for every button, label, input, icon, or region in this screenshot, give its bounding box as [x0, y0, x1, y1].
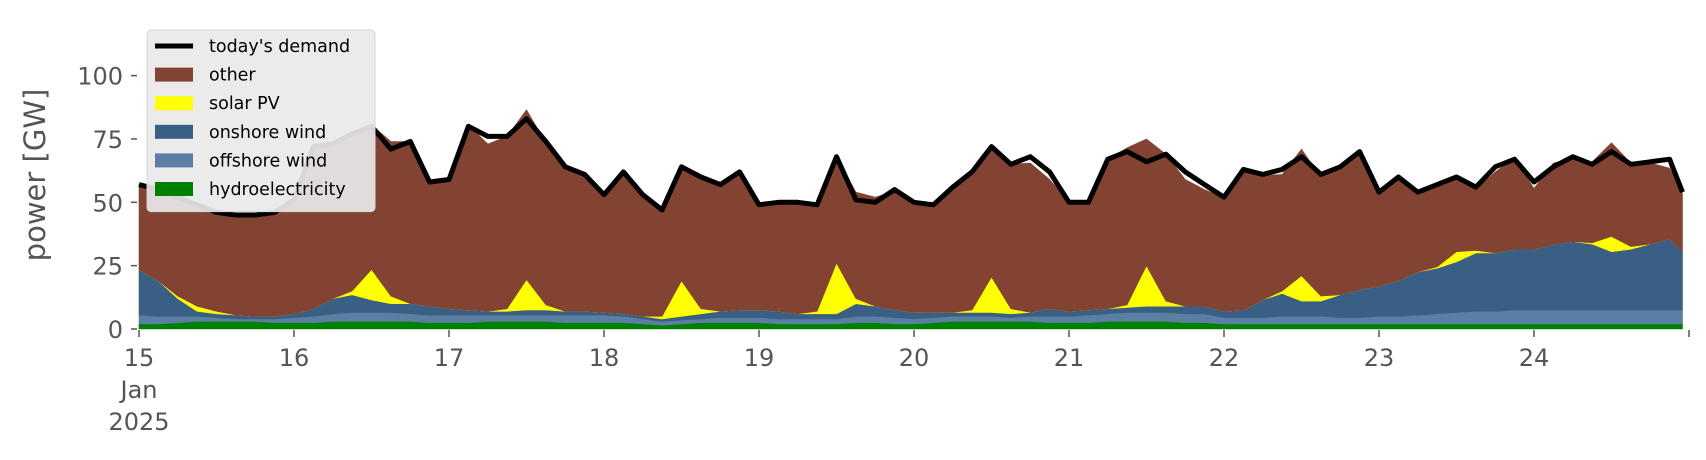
legend-label-hydroelectricity: hydroelectricity	[209, 180, 346, 200]
x-tick-label: 19	[744, 344, 775, 372]
legend-label-today-s-demand: today's demand	[209, 37, 350, 57]
x-tick-label: 24	[1519, 344, 1550, 372]
y-axis-title: power [GW]	[18, 89, 52, 262]
legend-box	[146, 29, 376, 213]
x-tick-label: 17	[434, 344, 465, 372]
legend-swatch-onshore-wind	[155, 124, 193, 139]
x-tick-month: Jan	[119, 376, 158, 404]
x-tick-year: 2025	[108, 408, 169, 436]
legend-swatch-hydroelectricity	[155, 182, 193, 196]
x-tick-label: 15	[124, 344, 155, 372]
legend-label-solar-pv: solar PV	[209, 94, 280, 114]
x-tick-label: 23	[1364, 344, 1395, 372]
x-tick-label: 22	[1209, 344, 1240, 372]
demand-line-layer	[138, 116, 1685, 218]
legend: today's demand other solar PV onshore wind o…	[146, 29, 376, 213]
legend-swatch-solar-pv	[155, 96, 193, 111]
legend-swatch-offshore-wind	[155, 153, 193, 168]
x-tick-label: 20	[899, 344, 930, 372]
y-tick-label: 25	[92, 253, 123, 281]
y-tick-label: 75	[92, 126, 123, 154]
line-today-s-demand	[138, 116, 1685, 218]
legend-label-onshore-wind: onshore wind	[209, 123, 326, 143]
legend-label-offshore-wind: offshore wind	[209, 151, 327, 171]
legend-label-other: other	[209, 66, 256, 86]
axes: 0 25 50 75 100 15 16 17 18 19 20 21 22 23 24 Jan 2025	[77, 63, 1690, 436]
y-tick-label: 0	[108, 316, 123, 344]
y-tick-label: 50	[92, 189, 123, 217]
x-tick-label: 18	[589, 344, 620, 372]
x-tick-label: 21	[1054, 344, 1085, 372]
y-tick-label: 100	[77, 63, 123, 91]
x-tick-label: 16	[279, 344, 310, 372]
legend-swatch-other	[155, 67, 193, 82]
